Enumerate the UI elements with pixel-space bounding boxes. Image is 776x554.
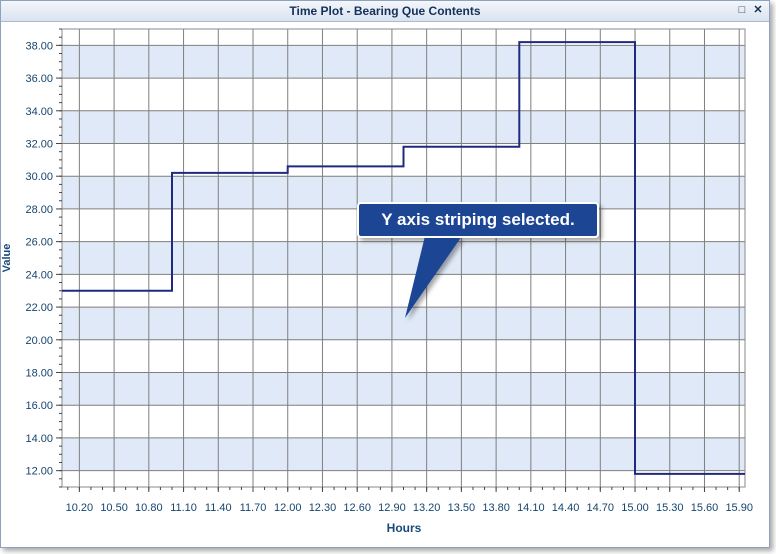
grid-lines: [62, 29, 745, 487]
x-tick-label: 15.00: [621, 502, 649, 514]
maximize-icon[interactable]: □: [738, 4, 746, 16]
x-tick-label: 11.40: [205, 502, 232, 514]
callout-text: Y axis striping selected.: [381, 210, 574, 229]
x-tick-label: 11.70: [240, 502, 267, 514]
y-axis-title: Value: [1, 244, 13, 273]
y-axis-ticks: 12.00 14.00 16.00 18.00 20.00 22.00 24.00 26.00…: [25, 28, 62, 488]
y-tick-label: 34.00: [25, 106, 53, 118]
y-stripe: [62, 241, 745, 275]
series-line: [62, 41, 745, 475]
x-tick-label: 15.60: [691, 502, 719, 514]
x-tick-label: 13.80: [482, 502, 510, 514]
x-tick-label: 15.90: [725, 502, 753, 514]
x-axis-title: Hours: [387, 521, 422, 535]
x-tick-label: 12.30: [309, 502, 337, 514]
x-tick-label: 15.30: [656, 502, 684, 514]
title-bar[interactable]: Time Plot - Bearing Que Contents □ ✕: [1, 1, 769, 22]
x-tick-label: 10.50: [100, 502, 128, 514]
x-tick-label: 12.60: [343, 502, 371, 514]
x-tick-label: 13.50: [448, 502, 476, 514]
callout-box: [357, 202, 599, 238]
y-tick-label: 14.00: [25, 433, 53, 445]
x-tick-label: 12.00: [274, 502, 302, 514]
close-icon[interactable]: ✕: [753, 4, 763, 16]
series-group: [62, 41, 745, 475]
x-axis-ticks: 10.20 10.50 10.80 11.10 11.40 11.70 12.00 12.30…: [66, 487, 753, 514]
y-stripe: [62, 307, 745, 340]
window-title: Time Plot - Bearing Que Contents: [289, 4, 481, 18]
x-tick-label: 10.80: [135, 502, 163, 514]
y-tick-label: 12.00: [25, 466, 53, 478]
y-tick-label: 16.00: [25, 400, 53, 412]
y-tick-label: 36.00: [25, 73, 53, 85]
y-stripe: [62, 45, 745, 79]
x-tick-label: 11.10: [170, 502, 197, 514]
callout-pointer: [405, 236, 462, 318]
y-stripe: [62, 437, 745, 471]
x-tick-label: 14.40: [552, 502, 580, 514]
y-tick-label: 24.00: [25, 269, 53, 281]
callout: [357, 202, 599, 318]
y-tick-label: 18.00: [25, 368, 53, 380]
y-stripe: [62, 372, 745, 406]
x-tick-label: 13.20: [413, 502, 441, 514]
x-tick-label: 14.70: [587, 502, 615, 514]
y-tick-label: 28.00: [25, 204, 53, 216]
y-axis-stripes: [62, 45, 745, 471]
y-tick-label: 22.00: [25, 302, 53, 314]
x-tick-label: 14.10: [517, 502, 545, 514]
y-tick-label: 26.00: [25, 237, 53, 249]
y-tick-label: 20.00: [25, 335, 53, 347]
y-stripe: [62, 110, 745, 144]
y-tick-label: 32.00: [25, 139, 53, 151]
x-tick-label: 10.20: [66, 502, 94, 514]
x-tick-label: 12.90: [378, 502, 406, 514]
y-tick-label: 30.00: [25, 171, 53, 183]
y-tick-label: 38.00: [25, 40, 53, 52]
